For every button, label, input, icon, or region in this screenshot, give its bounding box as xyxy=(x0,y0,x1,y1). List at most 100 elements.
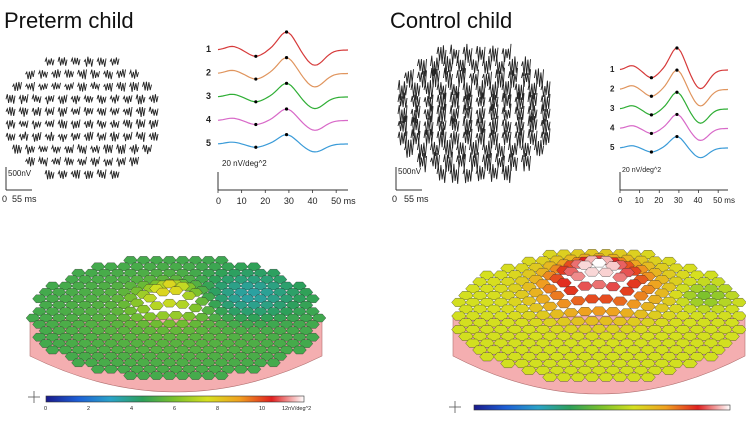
preterm-waveform xyxy=(122,119,133,129)
ring-label: 5 xyxy=(206,138,211,148)
preterm-trace-scale: 500nV 0 55 ms xyxy=(2,167,37,204)
control-waveform xyxy=(456,67,466,87)
control-waveform xyxy=(430,151,440,170)
hex-cell xyxy=(605,307,621,316)
control-waveform xyxy=(417,58,427,77)
control-waveform xyxy=(436,91,447,111)
x-tick-label: 20 xyxy=(654,196,663,205)
ring-label: 2 xyxy=(206,68,211,78)
preterm-waveform xyxy=(116,69,126,79)
control-waveform xyxy=(397,80,408,101)
ring-label: 2 xyxy=(610,85,615,94)
x-tick-label: 30 xyxy=(284,196,294,206)
p1-marker xyxy=(284,81,289,85)
preterm-waveform xyxy=(122,106,133,117)
n1-marker xyxy=(649,94,654,98)
preterm-waveform xyxy=(57,169,68,179)
control-waveform xyxy=(417,153,427,173)
preterm-waveform xyxy=(116,156,126,167)
control-waveform xyxy=(514,105,525,121)
ring-5-trace xyxy=(217,134,348,153)
control-waveform xyxy=(508,140,518,158)
hex-cell xyxy=(549,291,565,300)
hex-cell xyxy=(168,286,184,295)
ring-1-trace xyxy=(619,47,729,90)
hex-cell xyxy=(577,260,593,270)
preterm-waveform xyxy=(122,94,133,104)
preterm-waveform xyxy=(5,119,16,130)
control-waveform xyxy=(514,116,525,136)
control-waveform xyxy=(436,164,447,183)
hex-cell xyxy=(591,306,607,316)
control-waveform xyxy=(417,140,427,160)
preterm-waveform xyxy=(109,106,120,116)
control-waveform xyxy=(540,80,551,98)
control-waveform xyxy=(514,127,525,149)
x-tick-label: 10 xyxy=(635,196,644,205)
ring-2-trace xyxy=(619,69,729,107)
ring-4-trace xyxy=(217,108,348,131)
n1-marker xyxy=(649,150,654,154)
x-tick-label: 0 xyxy=(216,196,221,206)
control-ring-scale-label: 20 nV/deg^2 xyxy=(622,167,661,174)
hex-cell xyxy=(626,299,642,309)
control-waveform xyxy=(475,92,486,107)
control-waveform xyxy=(475,165,486,182)
preterm-waveform xyxy=(57,119,68,129)
n1-marker xyxy=(254,54,258,58)
control-waveform xyxy=(410,82,421,100)
preterm-waveform xyxy=(5,94,16,104)
control-waveform xyxy=(534,68,544,88)
preterm-waveform xyxy=(12,144,22,154)
control-waveform xyxy=(436,116,447,136)
control-waveform xyxy=(501,81,512,100)
hex-cell xyxy=(612,296,628,306)
control-waveform xyxy=(449,91,460,109)
control-waveform xyxy=(521,152,531,172)
preterm-waveform xyxy=(109,131,120,142)
control-waveform xyxy=(514,81,525,101)
preterm-waveform xyxy=(70,106,81,115)
preterm-ring-scale: 20 nV/deg^2 xyxy=(222,159,267,168)
preterm-waveform xyxy=(109,169,120,179)
hex-cell xyxy=(612,272,628,282)
preterm-waveform xyxy=(31,107,42,117)
control-waveform xyxy=(462,166,473,184)
hex-cell xyxy=(246,365,262,374)
preterm-waveform xyxy=(148,94,159,104)
control-waveform xyxy=(469,152,479,172)
preterm-waveform xyxy=(31,120,42,130)
control-waveform xyxy=(449,163,460,184)
ring-5-trace xyxy=(619,135,728,159)
hex-cell xyxy=(535,294,551,304)
preterm-axis-end: 55 ms xyxy=(12,194,37,204)
preterm-waveform xyxy=(44,131,55,142)
preterm-waveform xyxy=(90,156,100,167)
control-waveform xyxy=(540,128,551,146)
preterm-waveform xyxy=(57,106,68,117)
colorbar-tick-label: 2 xyxy=(87,406,90,412)
preterm-waveform xyxy=(51,82,61,90)
preterm-waveform xyxy=(109,57,120,66)
control-waveform xyxy=(397,92,408,108)
preterm-waveform xyxy=(64,156,74,166)
preterm-waveform xyxy=(135,94,146,105)
control-waveform xyxy=(462,80,473,101)
control-waveform xyxy=(456,153,466,170)
control-waveform xyxy=(456,142,466,160)
preterm-waveform xyxy=(135,131,146,142)
control-trace-array xyxy=(397,43,551,184)
control-waveform xyxy=(501,119,512,135)
control-waveform xyxy=(443,56,453,75)
hex-cell xyxy=(542,284,558,294)
colorbar-tick-label: 4 xyxy=(130,406,133,412)
hex-cell xyxy=(570,271,586,281)
preterm-waveform xyxy=(5,132,16,141)
colorbar-tick-label: 8 xyxy=(216,406,219,412)
hex-cell xyxy=(619,286,635,296)
hex-cell xyxy=(591,258,607,268)
hex-cell xyxy=(703,352,719,362)
x-tick-label: 30 xyxy=(674,196,683,205)
preterm-colorbar: 0 2 4 6 8 10 12nV/deg^2 xyxy=(44,395,311,412)
control-scale-label: 500nV xyxy=(398,167,422,176)
